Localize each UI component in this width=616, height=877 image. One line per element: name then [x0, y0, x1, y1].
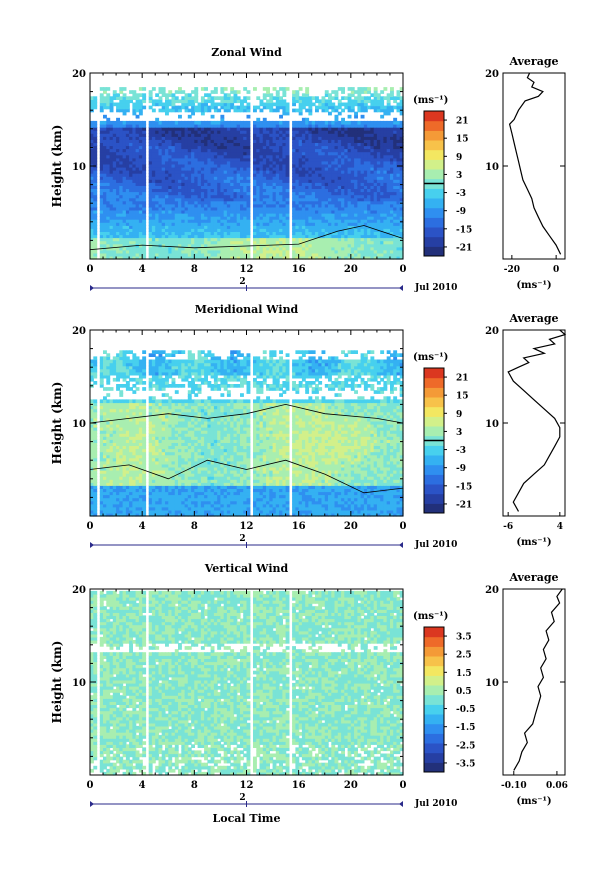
heatmap-cell [286, 121, 290, 125]
colorbar-tick-label: -21 [456, 243, 472, 253]
colorbar-swatch [424, 130, 444, 140]
panel-title: Zonal Wind [211, 46, 282, 59]
date-bar-arrow-right [399, 285, 403, 291]
colorbar-tick-label: -9 [456, 207, 466, 217]
heatmap-cell [286, 103, 290, 107]
month-label: Jul 2010 [414, 283, 457, 293]
x-tick-label: 4 [139, 264, 146, 275]
x-tick-label: 16 [292, 264, 306, 275]
heatmap-cell [93, 381, 97, 385]
colorbar-swatch [424, 150, 444, 160]
heatmap-cell [361, 115, 365, 119]
heatmap-cell [162, 87, 166, 91]
colorbar-swatch [424, 159, 444, 169]
heatmap-cell [123, 87, 127, 91]
heatmap-cell [341, 87, 345, 91]
x-tick-label: 0 [87, 264, 94, 275]
date-marker: 2 [239, 277, 245, 287]
heatmap-cell [152, 87, 156, 91]
heatmap-cell [93, 121, 97, 125]
heatmap-cell [224, 87, 228, 91]
colorbar-tick-label: 15 [456, 135, 469, 145]
colorbar-swatch [424, 188, 444, 198]
profile-title: Average [508, 55, 558, 68]
heatmap-cell [93, 356, 97, 360]
profile-x-label: (ms⁻¹) [516, 280, 551, 291]
heatmap-cell [247, 103, 251, 107]
heatmap-cell [237, 90, 241, 94]
colorbar-tick-label: -3 [456, 189, 466, 199]
profile-x-tick-label: -20 [504, 265, 520, 275]
x-tick-label: 0 [400, 264, 407, 275]
profile-y-tick-label: 10 [485, 162, 499, 173]
colorbar-swatch [424, 208, 444, 218]
colorbar-swatch [424, 217, 444, 227]
heatmap-cell [247, 121, 251, 125]
y-axis-label: Height (km) [50, 125, 64, 208]
heatmap-cell [305, 87, 309, 91]
heatmap-cell [247, 115, 251, 119]
heatmap-cell [142, 93, 146, 97]
heatmap-cell [266, 87, 270, 91]
heatmap-cell [220, 115, 224, 119]
colorbar-swatch [424, 121, 444, 131]
profile-frame [503, 73, 565, 259]
heatmap-cell [374, 87, 378, 91]
heatmap-cell [204, 87, 208, 91]
heatmap-cell [93, 96, 97, 100]
x-tick-label: 12 [240, 264, 254, 275]
chart-panel-1: Zonal Wind 0 4 8 12 16 20 0 20 10 Height (km) 2 Jul … [50, 46, 565, 293]
colorbar-swatch [424, 111, 444, 121]
heatmap-cell [367, 87, 371, 91]
colorbar-unit: (ms⁻¹) [413, 95, 448, 106]
colorbar-swatch [424, 198, 444, 208]
heatmap-cell [247, 96, 251, 100]
x-tick-label: 8 [191, 264, 198, 275]
colorbar-tick-label: 9 [456, 153, 462, 163]
colorbar-swatch [424, 169, 444, 179]
profile-x-tick-label: 0 [553, 265, 559, 275]
colorbar-swatch [424, 246, 444, 256]
heatmap-cell [93, 399, 97, 403]
heatmap-cell [348, 115, 352, 119]
y-tick-label: 20 [72, 69, 86, 80]
colorbar-swatch [424, 227, 444, 237]
heatmap-cell [211, 115, 215, 119]
heatmap-cell [106, 87, 110, 91]
colorbar: (ms⁻¹) 21 15 9 3 -3 -9 -15 -21 [413, 95, 472, 257]
heatmap-cell [299, 87, 303, 91]
heatmap-cell [214, 87, 218, 91]
heatmap-cell [286, 87, 290, 91]
colorbar-tick-label: -15 [456, 225, 472, 235]
heatmap-cell [152, 109, 156, 113]
heatmap-cell [247, 90, 251, 94]
heatmap-cell [142, 106, 146, 110]
colorbar-tick-label: 3 [456, 171, 462, 181]
heatmap-cell [142, 87, 146, 91]
heatmap-cell [142, 121, 146, 125]
x-tick-label: 20 [344, 264, 358, 275]
heatmap-cell [383, 87, 387, 91]
panel-title: Meridional Wind [195, 303, 299, 316]
y-tick-label: 10 [72, 162, 86, 173]
profile-line [510, 73, 561, 254]
heatmap-cells [90, 87, 404, 260]
heatmap-cells [90, 350, 404, 516]
average-profile: Average 20 10 -20 0(ms⁻¹) [485, 55, 565, 291]
heatmap-cell [178, 115, 182, 119]
date-bar-arrow-left [90, 285, 94, 291]
heatmap-cell [390, 87, 394, 91]
colorbar-swatch [424, 140, 444, 150]
heatmap-cell [194, 87, 198, 91]
heatmap-cell [253, 87, 257, 91]
colorbar-tick-label: 21 [456, 117, 469, 127]
colorbar-swatch [424, 237, 444, 247]
profile-y-tick-label: 20 [485, 69, 499, 80]
